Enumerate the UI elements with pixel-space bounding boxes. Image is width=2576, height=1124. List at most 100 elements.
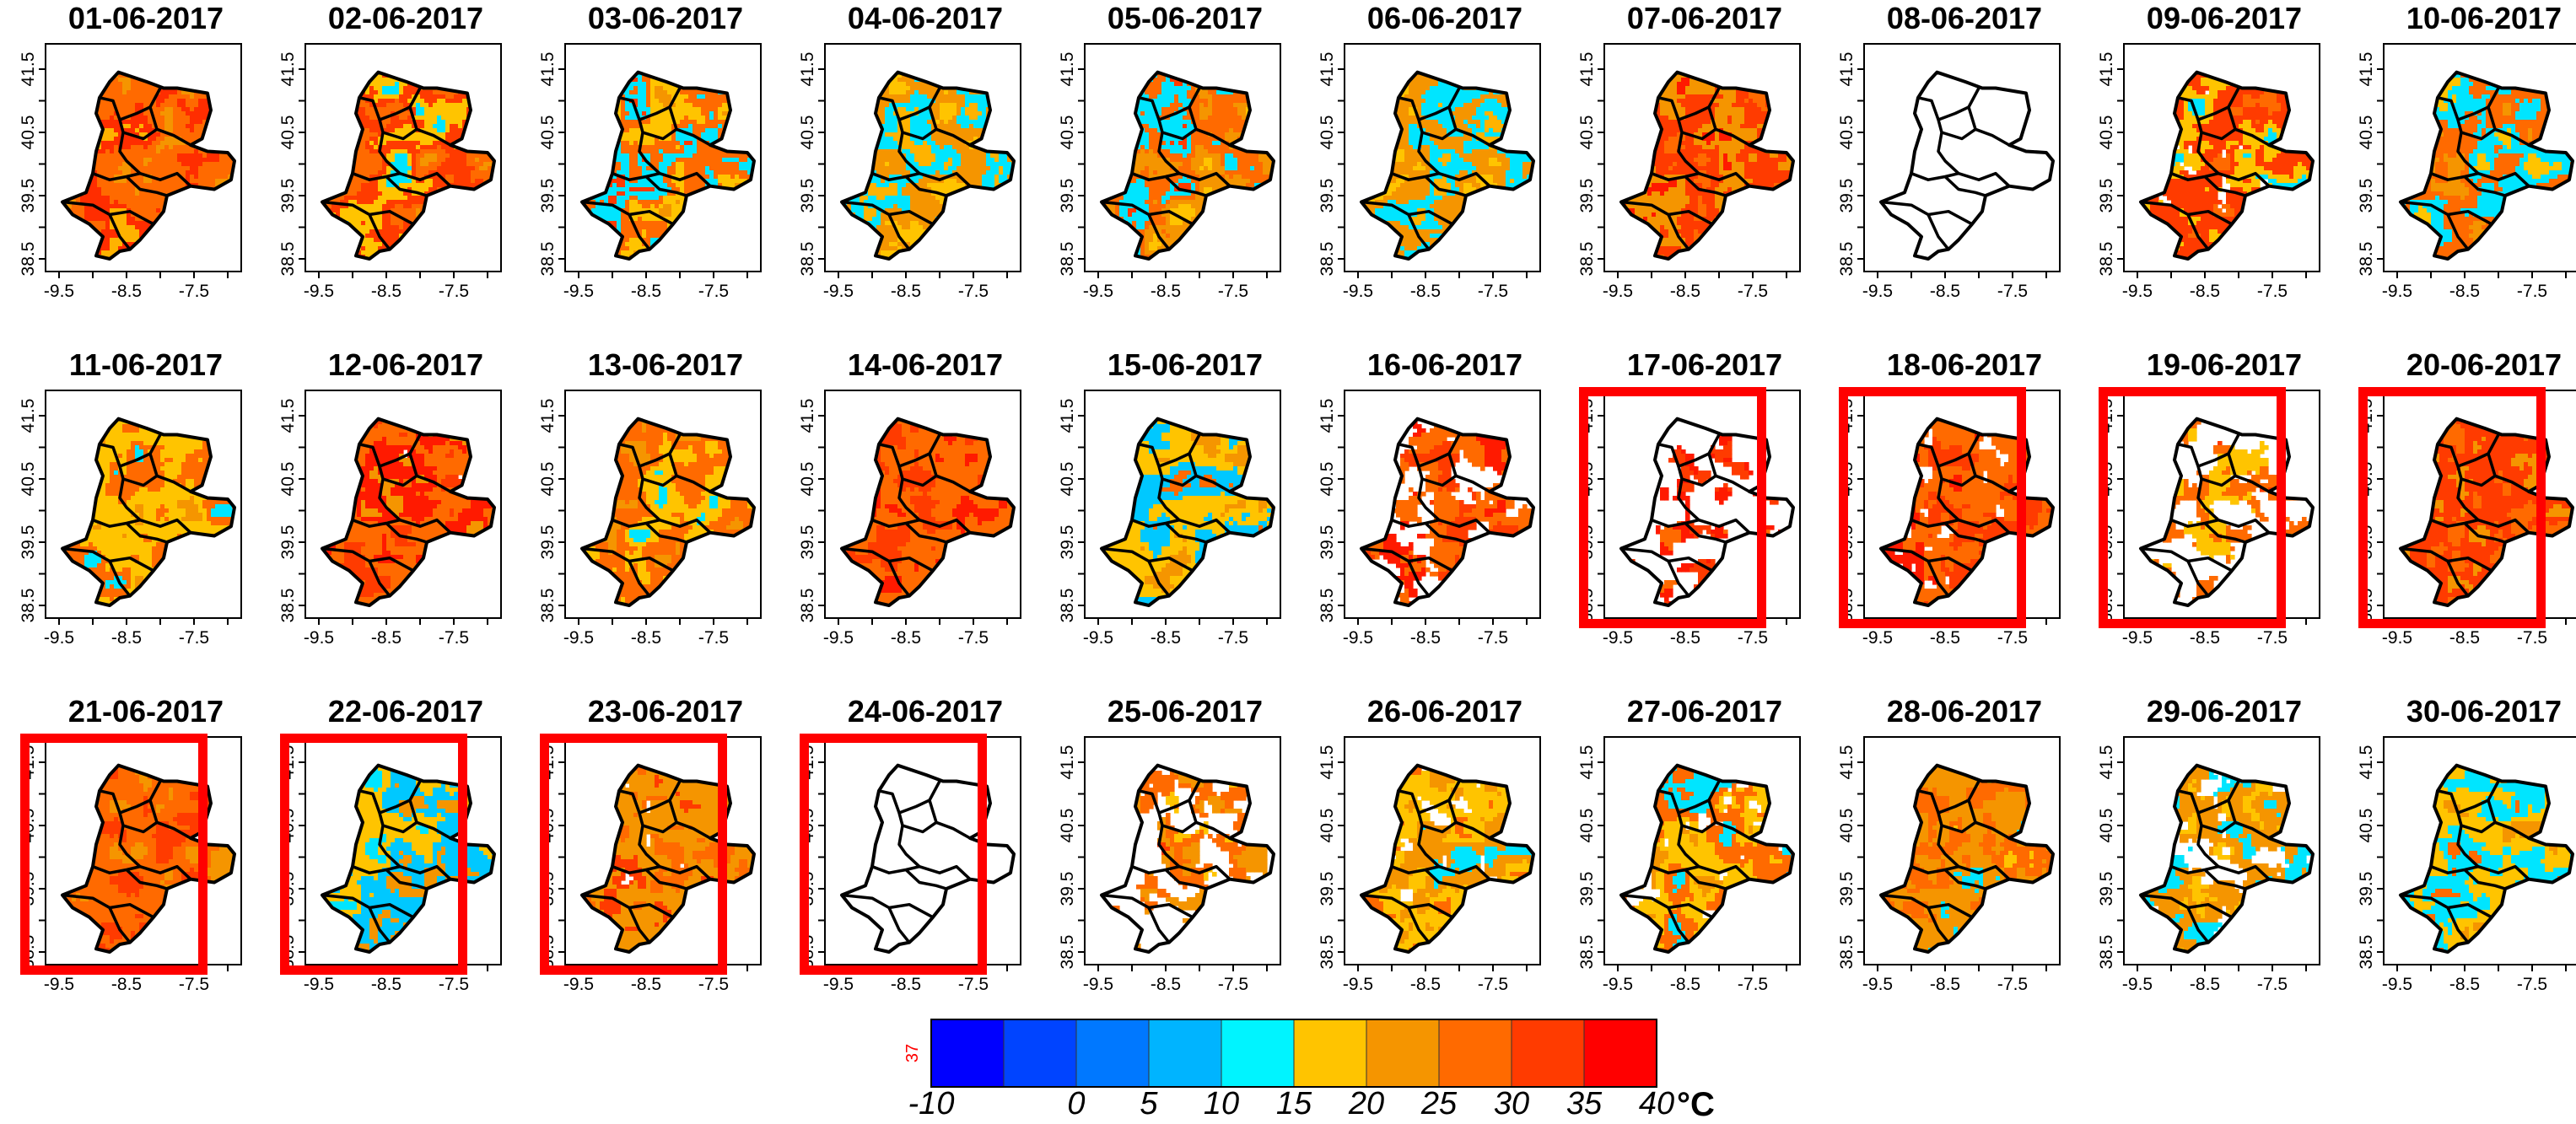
x-tick-label: -9.5 [2382, 282, 2412, 301]
temperature-map: -9.5 -8.5 -7.5 38.5 39.5 40.5 41.5 [2357, 736, 2576, 994]
region-outline [2139, 417, 2315, 607]
y-tick-label: 39.5 [2097, 872, 2116, 906]
region-outline [321, 417, 496, 607]
y-tick-label: 40.5 [1058, 809, 1077, 843]
y-tick-label: 40.5 [2357, 116, 2376, 150]
y-tick-label: 38.5 [278, 242, 298, 277]
y-tick-label: 38.5 [1318, 589, 1337, 623]
district-border [92, 864, 192, 880]
y-tick-label: 40.5 [798, 809, 817, 843]
legend-swatch [1366, 1019, 1440, 1088]
district-border [871, 864, 972, 880]
x-tick-label: -7.5 [698, 628, 729, 648]
y-tick-label: 41.5 [1058, 745, 1077, 780]
x-tick-label: -9.5 [304, 975, 334, 994]
y-tick-label: 41.5 [19, 745, 38, 780]
district-border [1391, 864, 1491, 880]
x-tick-label: -9.5 [1862, 628, 1893, 648]
y-tick-label: 40.5 [538, 116, 558, 150]
x-tick-label: -8.5 [371, 628, 401, 648]
map-panel: 28-06-2017 -9.5 -8.5 -7.5 38.5 39.5 40.5 41.5 [1837, 693, 2087, 1041]
y-tick-label: 41.5 [278, 745, 298, 780]
district-border [668, 106, 711, 147]
y-tick-label: 38.5 [1837, 242, 1857, 277]
district-border [1668, 556, 1713, 573]
x-tick-label: -8.5 [631, 282, 661, 301]
y-tick-label: 41.5 [19, 52, 38, 87]
district-border [1408, 556, 1453, 573]
map-panel: 23-06-2017 -9.5 -8.5 -7.5 38.5 39.5 40.5 41.5 [538, 693, 788, 1041]
x-tick-label: -7.5 [2257, 628, 2288, 648]
district-border [1424, 175, 1467, 197]
y-tick-label: 38.5 [1058, 935, 1077, 970]
district-border [1447, 453, 1490, 493]
district-border [644, 175, 687, 197]
district-border [1188, 453, 1231, 493]
district-border [668, 453, 711, 493]
x-tick-label: -9.5 [1862, 282, 1893, 301]
district-border [612, 171, 712, 187]
district-border [898, 780, 941, 815]
map-panel: 20-06-2017 -9.5 -8.5 -7.5 38.5 39.5 40.5 41.5 [2357, 347, 2576, 694]
temperature-map: -9.5 -8.5 -7.5 38.5 39.5 40.5 41.5 [1058, 736, 1281, 994]
district-border [385, 522, 428, 544]
temperature-map: -9.5 -8.5 -7.5 38.5 39.5 40.5 41.5 [1577, 736, 1801, 994]
x-tick-label: -9.5 [563, 975, 594, 994]
district-border [1681, 474, 1717, 487]
district-border [369, 209, 414, 226]
district-border [871, 518, 972, 534]
panel-date-title: 11-06-2017 [24, 347, 268, 384]
district-border [379, 87, 422, 121]
map-panel: 26-06-2017 -9.5 -8.5 -7.5 38.5 39.5 40.5 41.5 [1318, 693, 1567, 1041]
district-border [408, 453, 451, 493]
district-border [871, 171, 972, 187]
y-tick-label: 40.5 [538, 462, 558, 497]
district-border [1937, 433, 1981, 468]
legend-swatch [1438, 1019, 1512, 1088]
y-tick-label: 38.5 [278, 935, 298, 970]
map-panel: 14-06-2017 -9.5 -8.5 -7.5 38.5 39.5 40.5 41.5 [798, 347, 1048, 694]
region-outline [2139, 70, 2315, 261]
district-border [1408, 902, 1453, 919]
x-tick-label: -8.5 [631, 975, 661, 994]
region-outline [1879, 417, 2055, 607]
district-border [1651, 171, 1751, 187]
temperature-map: -9.5 -8.5 -7.5 38.5 39.5 40.5 41.5 [2097, 43, 2320, 301]
x-tick-label: -9.5 [1343, 282, 1373, 301]
district-border [1967, 799, 2010, 840]
y-tick-label: 40.5 [798, 462, 817, 497]
x-tick-label: -8.5 [111, 975, 142, 994]
district-border [642, 474, 678, 487]
map-panel: 10-06-2017 -9.5 -8.5 -7.5 38.5 39.5 40.5 41.5 [2357, 0, 2576, 347]
district-border [1678, 780, 1721, 815]
x-tick-label: -7.5 [439, 975, 469, 994]
y-tick-label: 38.5 [2357, 242, 2376, 277]
region-outline [61, 417, 236, 607]
x-tick-label: -7.5 [1218, 628, 1248, 648]
x-tick-label: -7.5 [958, 628, 989, 648]
district-border [1707, 453, 1750, 493]
district-border [628, 209, 674, 226]
temperature-map: -9.5 -8.5 -7.5 38.5 39.5 40.5 41.5 [2097, 736, 2320, 994]
x-tick-label: -7.5 [698, 975, 729, 994]
x-tick-label: -9.5 [1862, 975, 1893, 994]
district-border [902, 820, 938, 834]
y-tick-label: 41.5 [1837, 399, 1857, 433]
panel-date-title: 12-06-2017 [283, 347, 528, 384]
district-border [1164, 175, 1207, 197]
district-border [122, 474, 159, 487]
y-tick-label: 41.5 [1577, 52, 1597, 87]
x-tick-label: -9.5 [823, 282, 854, 301]
x-tick-label: -8.5 [1151, 975, 1181, 994]
district-border [2447, 902, 2492, 919]
y-tick-label: 41.5 [2097, 399, 2116, 433]
district-border [119, 780, 162, 815]
region-outline [1619, 763, 1795, 954]
panel-date-title: 15-06-2017 [1063, 347, 1307, 384]
y-tick-label: 41.5 [798, 745, 817, 780]
district-border [1424, 522, 1467, 544]
temperature-map: -9.5 -8.5 -7.5 38.5 39.5 40.5 41.5 [1837, 43, 2061, 301]
district-border [1684, 522, 1727, 544]
legend-swatch [1075, 1019, 1150, 1088]
